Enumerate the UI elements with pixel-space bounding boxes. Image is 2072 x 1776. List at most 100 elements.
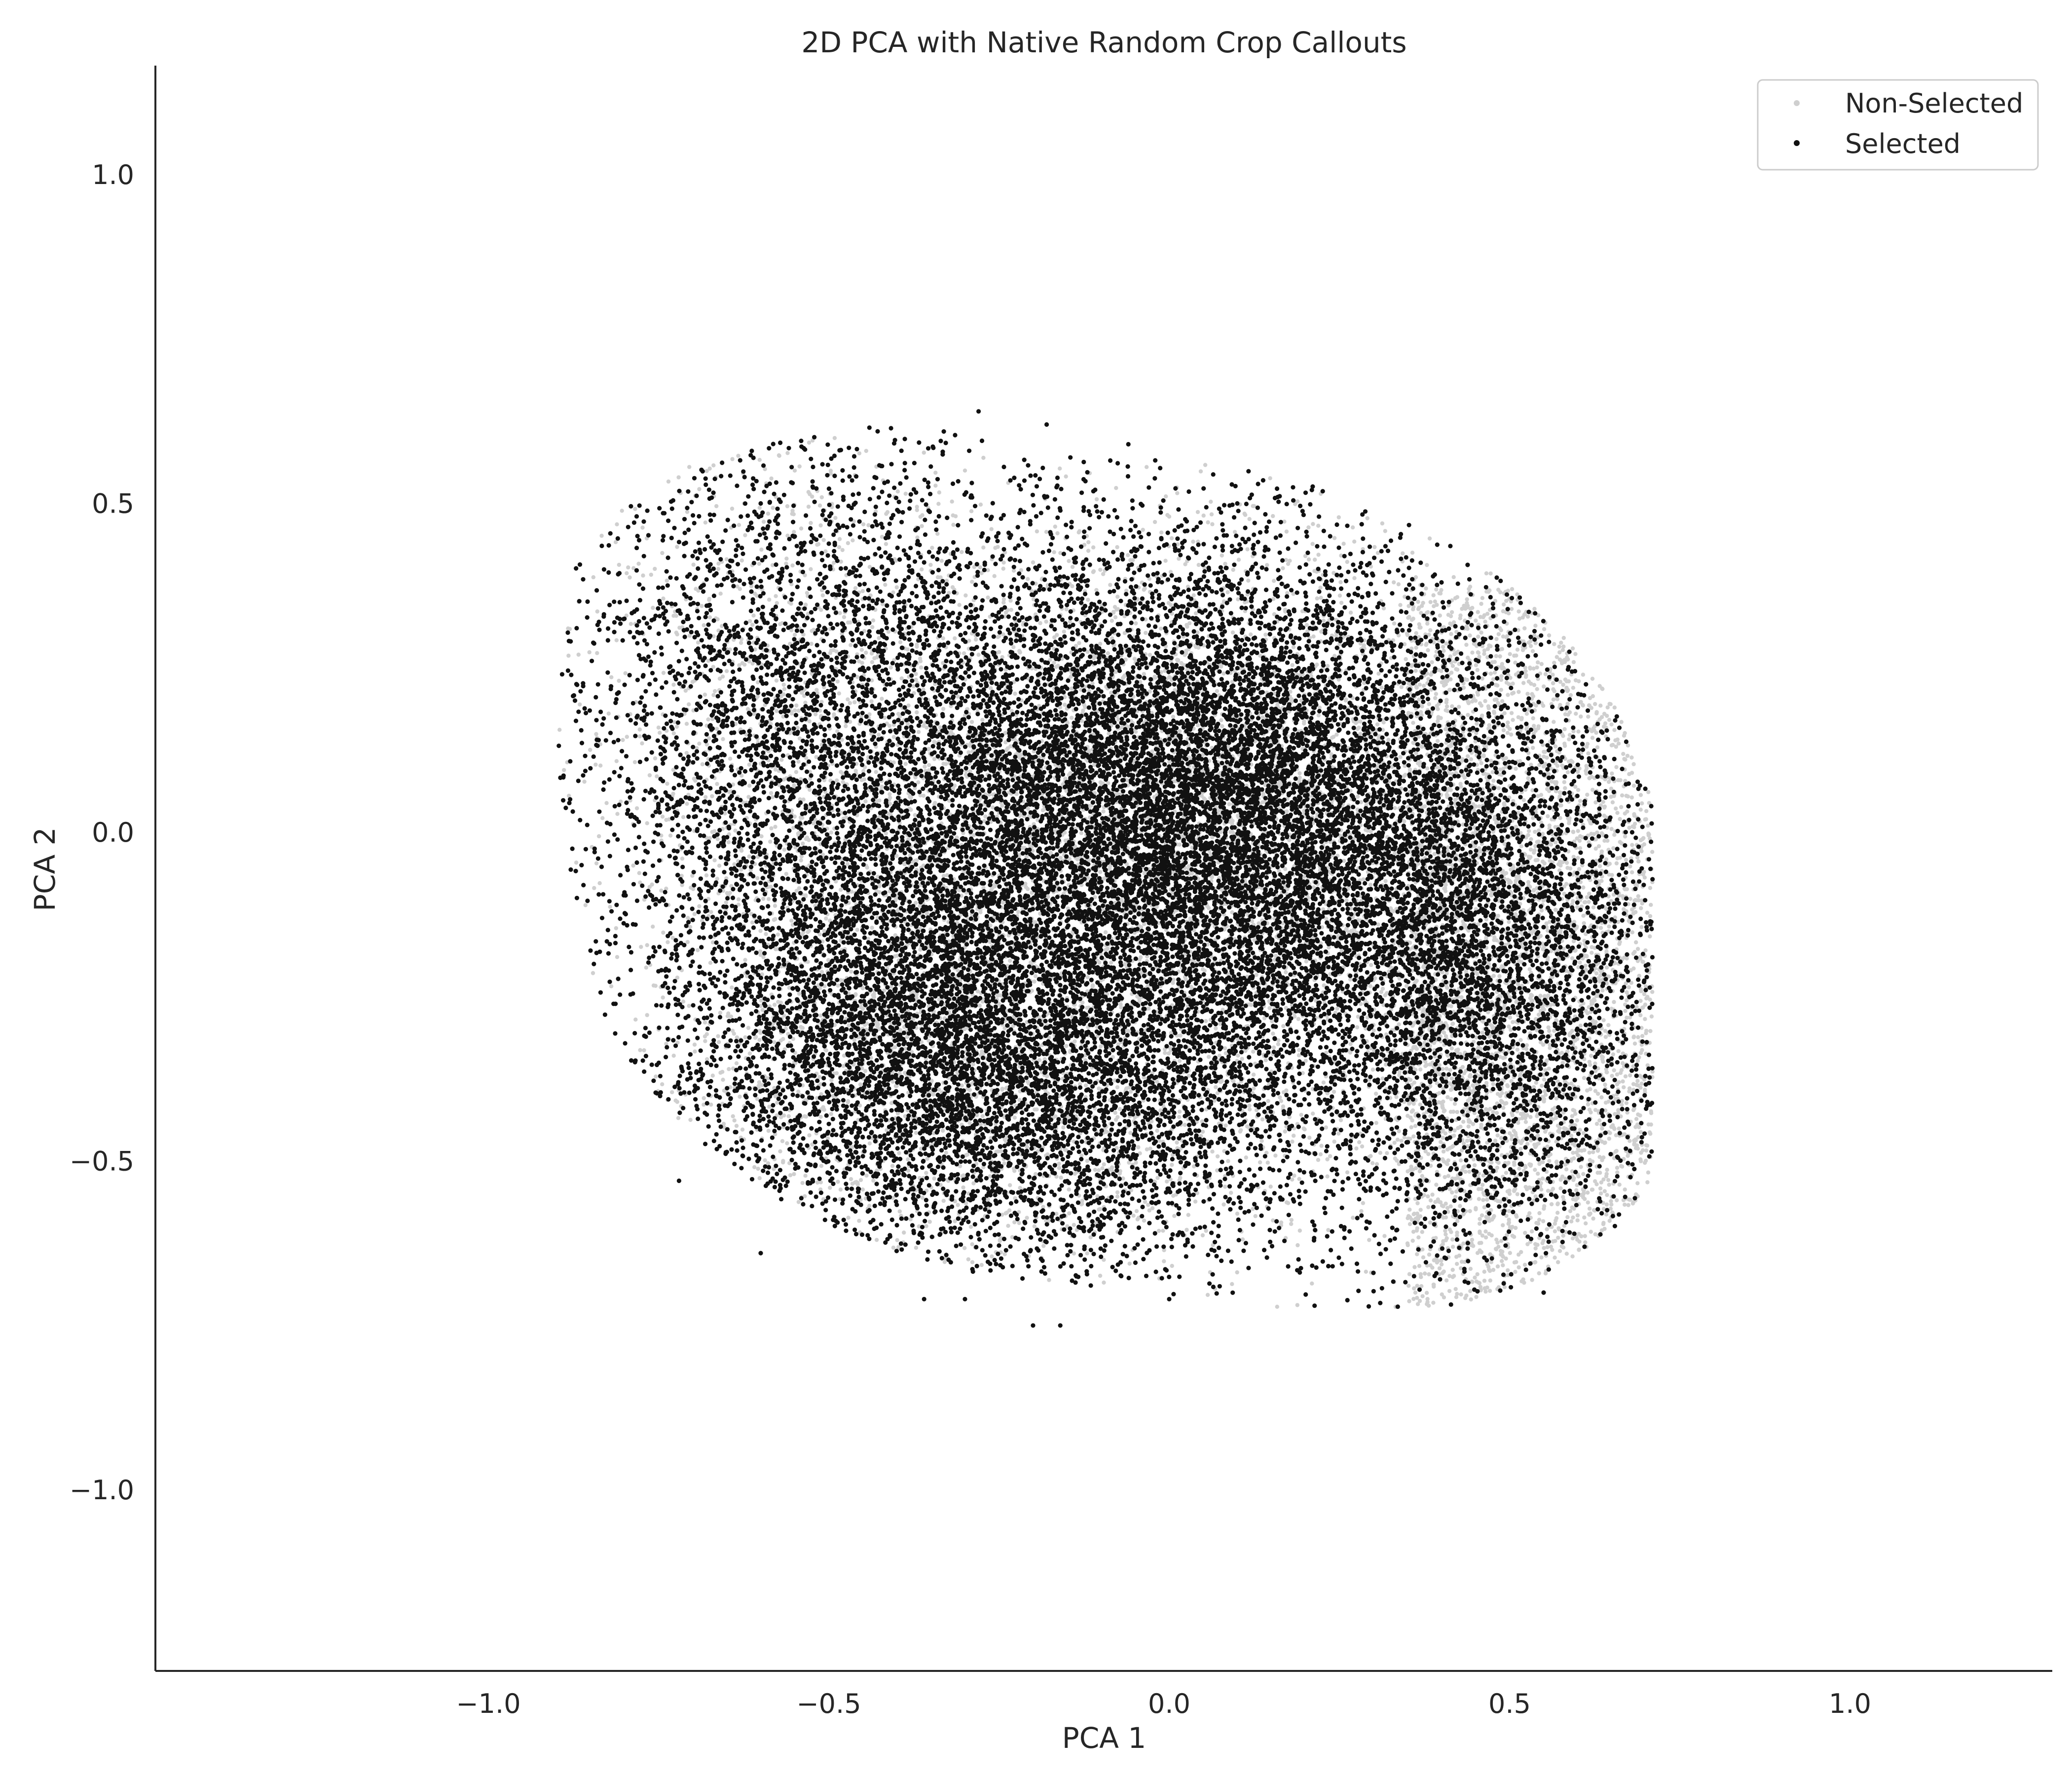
point-non-selected <box>653 567 657 571</box>
point-non-selected <box>693 912 697 916</box>
point-non-selected <box>767 597 771 601</box>
point-non-selected <box>1418 1103 1422 1107</box>
point-non-selected <box>1645 1180 1649 1184</box>
point-non-selected <box>1170 536 1174 540</box>
point-non-selected <box>733 829 737 833</box>
point-non-selected <box>891 1246 895 1250</box>
point-non-selected <box>1577 867 1581 871</box>
point-non-selected <box>1392 580 1396 584</box>
point-non-selected <box>1482 1205 1486 1209</box>
point-non-selected <box>1223 1184 1227 1188</box>
point-non-selected <box>1273 1153 1277 1157</box>
point-non-selected <box>641 573 645 577</box>
point-non-selected <box>1394 1095 1398 1099</box>
point-non-selected <box>638 734 642 738</box>
point-non-selected <box>789 919 793 923</box>
point-non-selected <box>1517 690 1520 694</box>
point-non-selected <box>715 877 719 881</box>
point-non-selected <box>731 1114 735 1118</box>
point-non-selected <box>597 834 601 838</box>
point-non-selected <box>1292 1134 1295 1138</box>
point-non-selected <box>1153 520 1157 524</box>
point-non-selected <box>740 558 744 562</box>
point-non-selected <box>1484 571 1488 575</box>
point-non-selected <box>1382 606 1386 610</box>
point-non-selected <box>864 1174 868 1178</box>
point-non-selected <box>1210 512 1214 516</box>
point-non-selected <box>1145 465 1148 469</box>
point-non-selected <box>693 1042 697 1046</box>
point-non-selected <box>794 770 798 774</box>
point-non-selected <box>1201 1130 1205 1134</box>
point-non-selected <box>735 585 739 589</box>
point-non-selected <box>1085 975 1089 979</box>
point-non-selected <box>857 1219 861 1223</box>
point-non-selected <box>717 1040 721 1044</box>
point-non-selected <box>1400 1139 1404 1143</box>
point-non-selected <box>636 562 640 566</box>
point-non-selected <box>1143 1200 1147 1204</box>
point-non-selected <box>715 727 719 731</box>
point-non-selected <box>1386 738 1390 742</box>
point-non-selected <box>617 563 621 567</box>
point-non-selected <box>1383 879 1387 883</box>
point-non-selected <box>990 1255 994 1258</box>
point-non-selected <box>730 507 734 511</box>
point-non-selected <box>1326 664 1330 668</box>
point-non-selected <box>685 802 689 806</box>
point-non-selected <box>1266 1161 1270 1165</box>
point-non-selected <box>659 888 663 892</box>
point-non-selected <box>1317 713 1321 717</box>
point-non-selected <box>1086 598 1090 602</box>
point-non-selected <box>1099 1044 1103 1048</box>
point-non-selected <box>853 586 857 590</box>
point-non-selected <box>861 522 865 526</box>
point-non-selected <box>1268 476 1272 480</box>
point-non-selected <box>871 1179 875 1183</box>
point-non-selected <box>1646 790 1650 794</box>
point-non-selected <box>1141 528 1145 532</box>
point-non-selected <box>1006 1224 1010 1228</box>
point-non-selected <box>1001 900 1005 904</box>
point-non-selected <box>1136 1145 1140 1149</box>
point-non-selected <box>941 1129 945 1133</box>
point-non-selected <box>753 1036 757 1040</box>
point-non-selected <box>815 1181 819 1184</box>
point-non-selected <box>1345 1170 1349 1174</box>
point-non-selected <box>1397 1022 1401 1026</box>
point-non-selected <box>1084 1083 1088 1087</box>
point-non-selected <box>924 1224 928 1228</box>
point-non-selected <box>1410 551 1414 555</box>
point-non-selected <box>752 712 756 716</box>
point-non-selected <box>668 834 672 838</box>
point-non-selected <box>629 622 633 626</box>
point-non-selected <box>1467 1124 1471 1128</box>
point-non-selected <box>1552 698 1555 702</box>
point-non-selected <box>1058 467 1062 471</box>
point-non-selected <box>693 778 697 782</box>
point-non-selected <box>809 567 813 571</box>
point-non-selected <box>812 821 815 825</box>
point-non-selected <box>785 451 789 455</box>
point-non-selected <box>1487 723 1491 727</box>
point-non-selected <box>1587 891 1591 895</box>
point-non-selected <box>836 1180 840 1184</box>
point-non-selected <box>1163 1051 1167 1055</box>
point-non-selected <box>639 945 643 949</box>
point-non-selected <box>633 1018 637 1022</box>
point-non-selected <box>1279 1099 1283 1103</box>
point-non-selected <box>880 785 884 789</box>
point-non-selected <box>1606 1178 1610 1182</box>
point-non-selected <box>670 1090 674 1094</box>
point-non-selected <box>877 828 881 832</box>
points-layer <box>556 409 1655 1328</box>
point-non-selected <box>960 550 963 554</box>
point-non-selected <box>614 540 618 544</box>
point-non-selected <box>1012 1169 1016 1173</box>
point-non-selected <box>1271 514 1275 518</box>
point-non-selected <box>1316 553 1320 556</box>
point-non-selected <box>937 490 941 494</box>
point-non-selected <box>686 940 690 944</box>
point-non-selected <box>883 583 887 587</box>
point-non-selected <box>1248 517 1252 521</box>
